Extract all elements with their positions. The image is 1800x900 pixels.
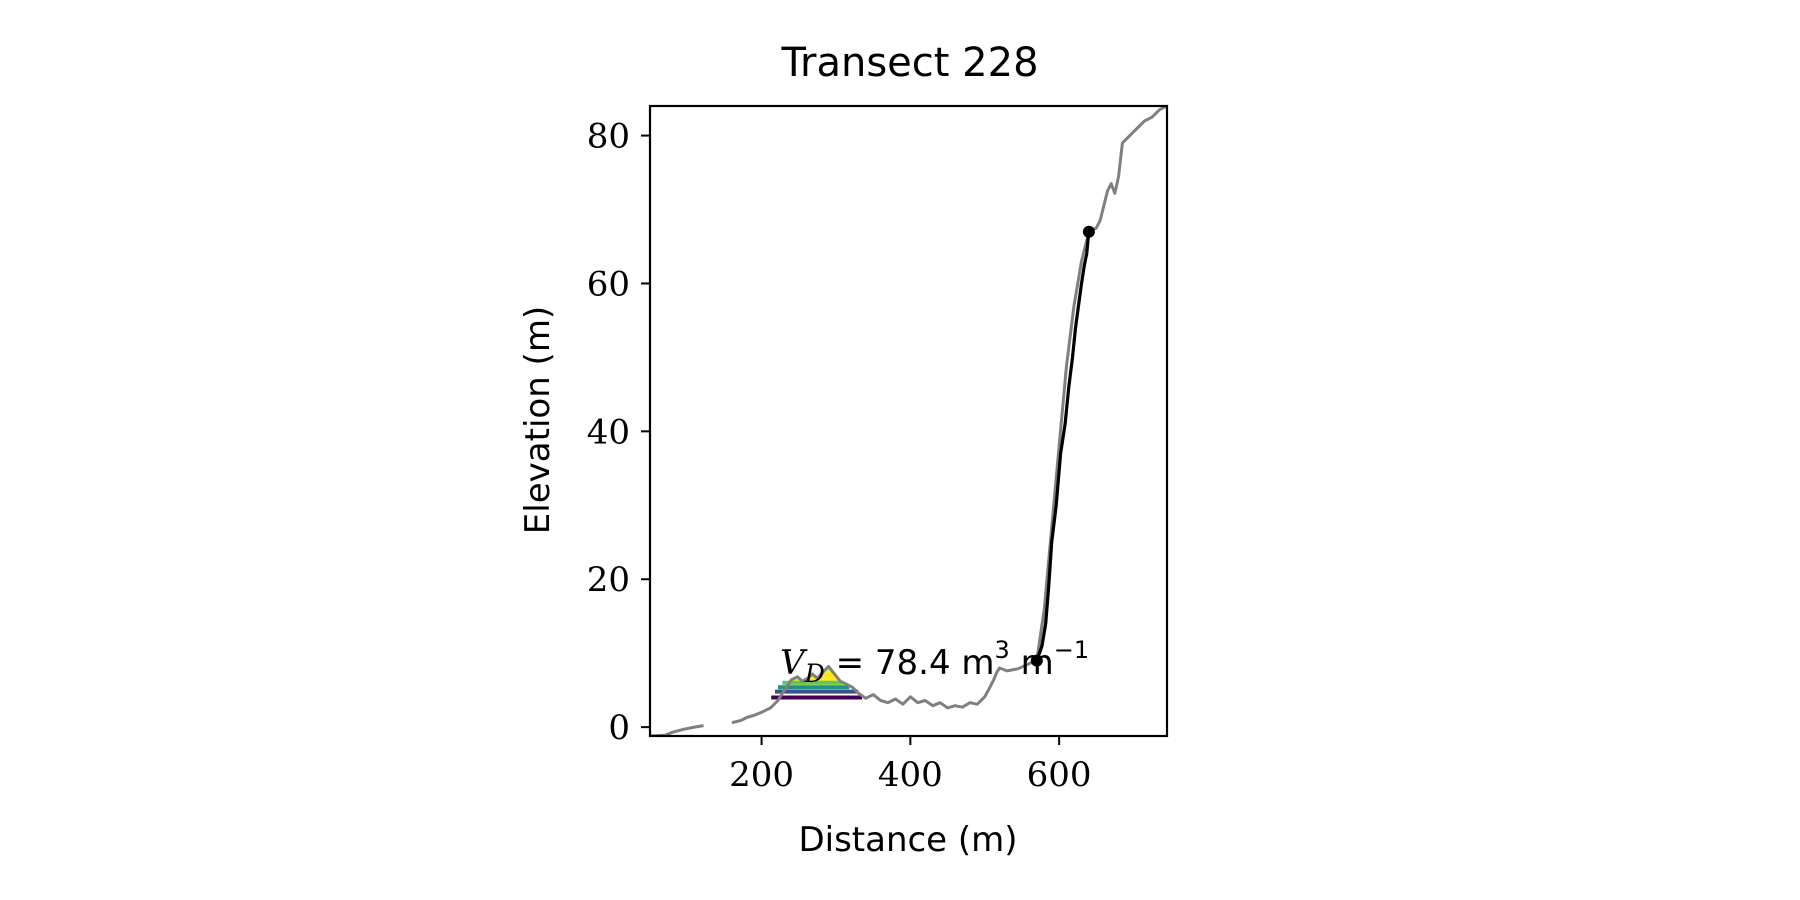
y-axis-label: Elevation (m)	[518, 306, 558, 534]
annotation-subscript: D	[804, 659, 825, 688]
y-tick-label: 40	[587, 412, 630, 452]
y-tick-label: 0	[608, 708, 630, 748]
y-tick-label: 80	[587, 117, 630, 157]
plot-frame	[648, 104, 1169, 738]
y-tick-label: 60	[587, 264, 630, 304]
annotation-exponent-1: 3	[995, 636, 1010, 664]
volume-annotation: VD = 78.4 m3 m−1	[780, 636, 1089, 688]
x-axis-label: Distance (m)	[798, 820, 1017, 860]
x-tick-label: 600	[1027, 755, 1092, 795]
annotation-value: = 78.4 m	[825, 643, 995, 683]
y-tick-label: 20	[587, 560, 630, 600]
profile-line	[731, 659, 1038, 725]
endpoint-marker	[1030, 654, 1043, 667]
chart-title: Transect 228	[780, 40, 1038, 86]
annotation-symbol: V	[780, 643, 808, 683]
x-tick-label: 200	[729, 755, 794, 795]
x-tick-label: 400	[878, 755, 943, 795]
fit-line	[1035, 231, 1091, 662]
annotation-unit: m	[1010, 643, 1054, 683]
endpoint-marker	[1082, 225, 1095, 238]
profile-line	[1035, 106, 1167, 661]
profile-line	[650, 724, 704, 736]
annotation-exponent-2: −1	[1054, 636, 1089, 664]
